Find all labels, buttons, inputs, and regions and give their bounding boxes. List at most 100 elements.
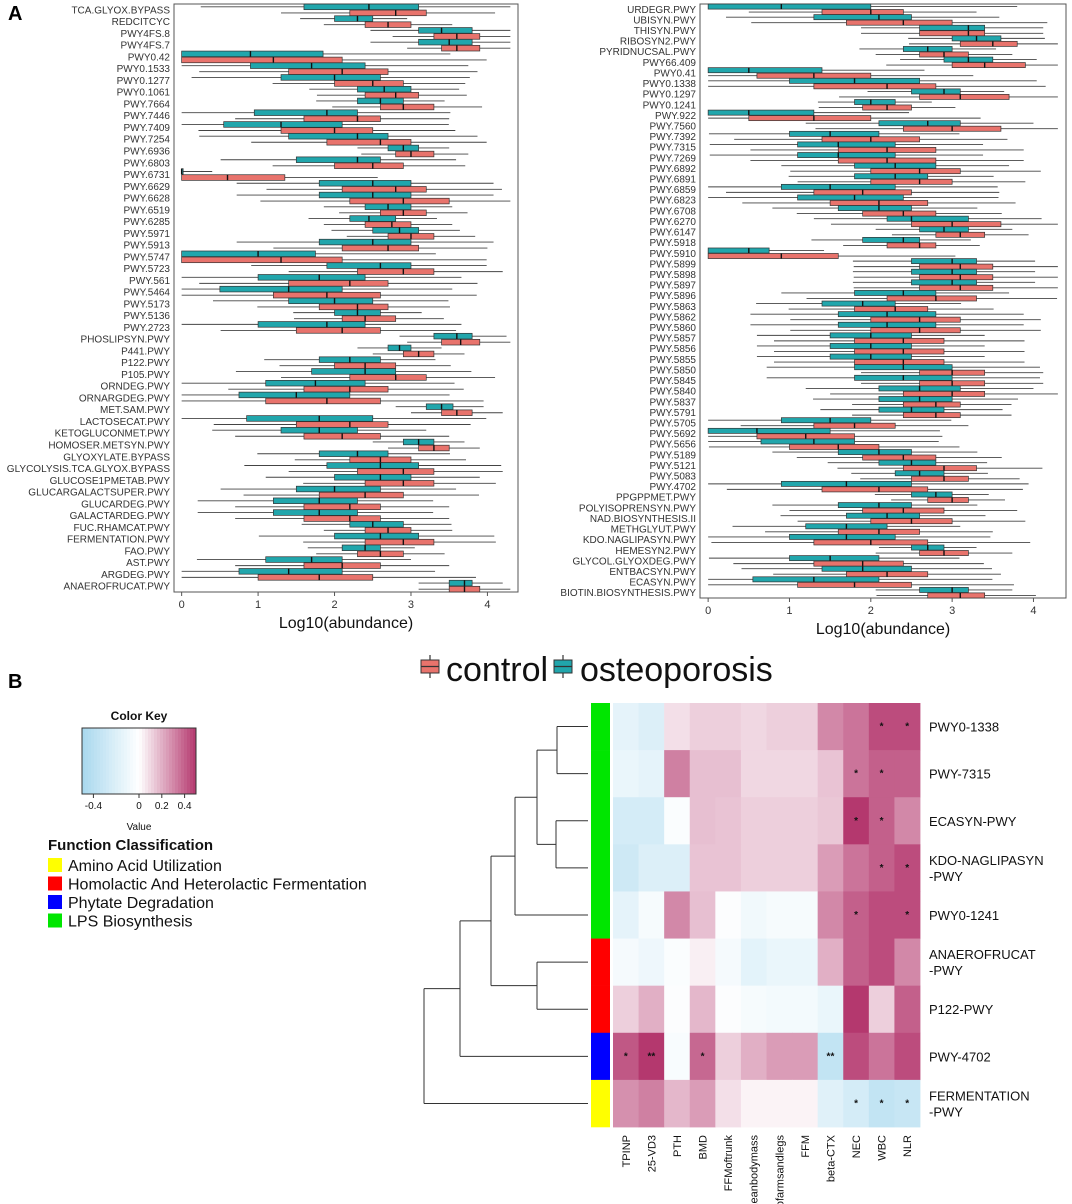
heatmap-cell: [613, 750, 639, 798]
category-label: REDCITCYC: [112, 17, 170, 28]
category-label: GLUCARDEG.PWY: [81, 499, 170, 510]
osteoporosis-box: [238, 391, 351, 399]
heatmap-cell: [638, 985, 665, 1034]
function-class-swatch: [48, 876, 62, 891]
category-label: ENTBACSYN.PWY: [609, 567, 696, 578]
category-label: PWY.5083: [649, 472, 696, 483]
heatmap-cell: [638, 1032, 665, 1081]
control-box: [951, 62, 1026, 68]
function-class-label: Amino Acid Utilization: [68, 858, 222, 875]
control-box: [927, 592, 986, 599]
heatmap-cell: [689, 1079, 716, 1128]
control-box: [854, 359, 945, 365]
significance-mark: **: [647, 1051, 655, 1062]
heatmap-cell: [689, 797, 716, 845]
heatmap-cell: [689, 1032, 716, 1081]
control-box: [288, 280, 389, 287]
heatmap-cell: [817, 844, 844, 892]
category-label: PWY0.1277: [117, 76, 171, 87]
osteoporosis-box: [707, 67, 823, 74]
color-key-cell: [82, 728, 86, 794]
osteoporosis-box: [919, 24, 986, 31]
category-label: PWY.6629: [123, 182, 170, 193]
osteoporosis-box: [707, 3, 872, 10]
category-label: PWY.5464: [123, 288, 170, 299]
heatmap-cell: [792, 891, 819, 939]
control-box: [341, 244, 419, 252]
category-label: PWY4FS.8: [121, 29, 171, 40]
heatmap-cell: [766, 938, 793, 987]
column-label: beta-CTX: [825, 1134, 837, 1182]
category-label: PWY.5863: [649, 302, 696, 313]
control-box: [919, 263, 994, 270]
category-label: GLYOXYLATE.BYPASS: [63, 452, 170, 463]
function-class-swatch: [48, 913, 62, 928]
heatmap-cell: [766, 797, 793, 845]
heatmap-cell: [740, 891, 767, 939]
osteoporosis-box: [837, 449, 912, 455]
control-box: [349, 9, 427, 17]
control-box: [748, 115, 872, 122]
heatmap-cell: [894, 891, 921, 939]
osteoporosis-box: [303, 3, 419, 11]
color-key-cell: [163, 728, 167, 794]
row-label: PWY0-1241: [929, 908, 999, 923]
osteoporosis-box: [326, 262, 412, 269]
category-label: PWY.5855: [649, 355, 696, 366]
category-label: GLYCOL.GLYOXDEG.PWY: [572, 556, 696, 567]
color-key-cell: [166, 728, 170, 794]
control-box: [813, 83, 937, 90]
category-label: PWY.5656: [649, 440, 696, 451]
control-box: [911, 221, 1002, 228]
osteoporosis-box: [425, 403, 454, 410]
group-legend: control osteoporosis: [420, 651, 773, 689]
category-label: GLYCOLYSIS.TCA.GLYOX.BYPASS: [7, 464, 171, 475]
category-label: FAO.PWY: [124, 546, 170, 557]
significance-mark: **: [827, 1051, 835, 1062]
heatmap-cell: [689, 891, 716, 939]
significance-mark: *: [854, 816, 858, 827]
column-label: PTH: [672, 1135, 684, 1157]
control-box: [288, 68, 389, 75]
osteoporosis-box: [760, 438, 855, 445]
row-label: -PWY: [929, 869, 963, 884]
color-key-cell: [136, 728, 140, 794]
heatmap-cell: [894, 844, 921, 892]
control-box: [902, 412, 961, 419]
osteoporosis-box: [780, 183, 896, 190]
control-box: [181, 174, 286, 181]
osteoporosis-box: [295, 156, 381, 163]
heatmap-cell: [689, 703, 716, 751]
control-box: [280, 127, 374, 134]
category-label: PWY.6519: [123, 205, 170, 216]
row-class-bar: [591, 985, 610, 1034]
heatmap-cell: [843, 938, 870, 987]
control-box: [870, 178, 953, 185]
column-label: BMD: [698, 1135, 710, 1160]
osteoporosis-box: [789, 130, 880, 137]
osteoporosis-box: [318, 191, 412, 199]
control-box: [927, 497, 969, 503]
heatmap-cell: [613, 985, 639, 1034]
heatmap-cell: [817, 750, 844, 798]
heatmap-cell: [894, 797, 921, 845]
category-label: PWY.6823: [649, 196, 696, 207]
control-box: [364, 538, 435, 546]
category-label: PWY.5850: [649, 365, 696, 376]
osteoporosis-box: [219, 285, 343, 293]
heatmap-cell: [740, 985, 767, 1034]
legend-osteoporosis-label: osteoporosis: [580, 651, 773, 689]
control-box: [854, 348, 945, 355]
osteoporosis-box: [911, 279, 977, 286]
heatmap-cell: [715, 797, 742, 845]
osteoporosis-box: [334, 15, 374, 22]
color-key-tick-label: 0.2: [155, 801, 169, 812]
heatmap-cell: [740, 750, 767, 798]
osteoporosis-box: [418, 38, 473, 46]
heatmap-cell: [894, 1079, 921, 1128]
osteoporosis-box: [349, 521, 404, 528]
category-label: PWY.5791: [649, 408, 696, 419]
x-tick-label: 0: [705, 605, 711, 617]
heatmap: * * PWY0-1338* * PWY-7315* * ECASYN-PWY* *KDO-N…: [423, 703, 1044, 1204]
heatmap-cell: [664, 938, 691, 987]
